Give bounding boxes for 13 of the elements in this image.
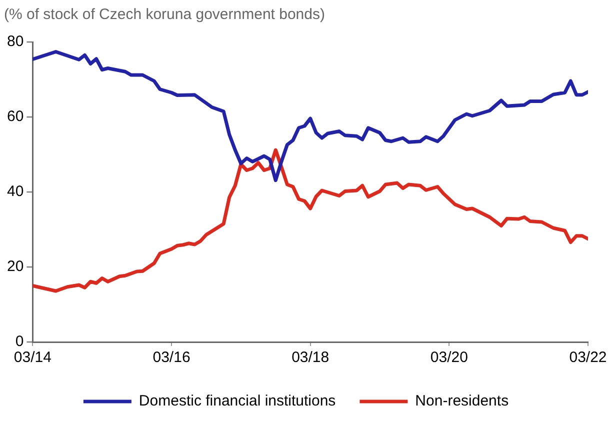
x-tick-label: 03/22 [569, 349, 607, 366]
x-tick-label: 03/16 [152, 349, 190, 366]
x-tick-label: 03/18 [292, 349, 330, 366]
legend-label: Non-residents [415, 392, 509, 410]
y-tick-label: 80 [6, 33, 24, 50]
y-tick-label: 60 [6, 108, 24, 126]
x-tick-label: 03/20 [430, 349, 468, 366]
x-tick-label: 03/14 [14, 349, 52, 366]
y-tick-label: 40 [6, 183, 24, 200]
legend-label: Domestic financial institutions [138, 392, 336, 410]
y-tick-label: 0 [15, 333, 24, 350]
chart-subtitle: (% of stock of Czech koruna government bonds) [4, 6, 325, 24]
y-tick-label: 20 [6, 258, 24, 276]
